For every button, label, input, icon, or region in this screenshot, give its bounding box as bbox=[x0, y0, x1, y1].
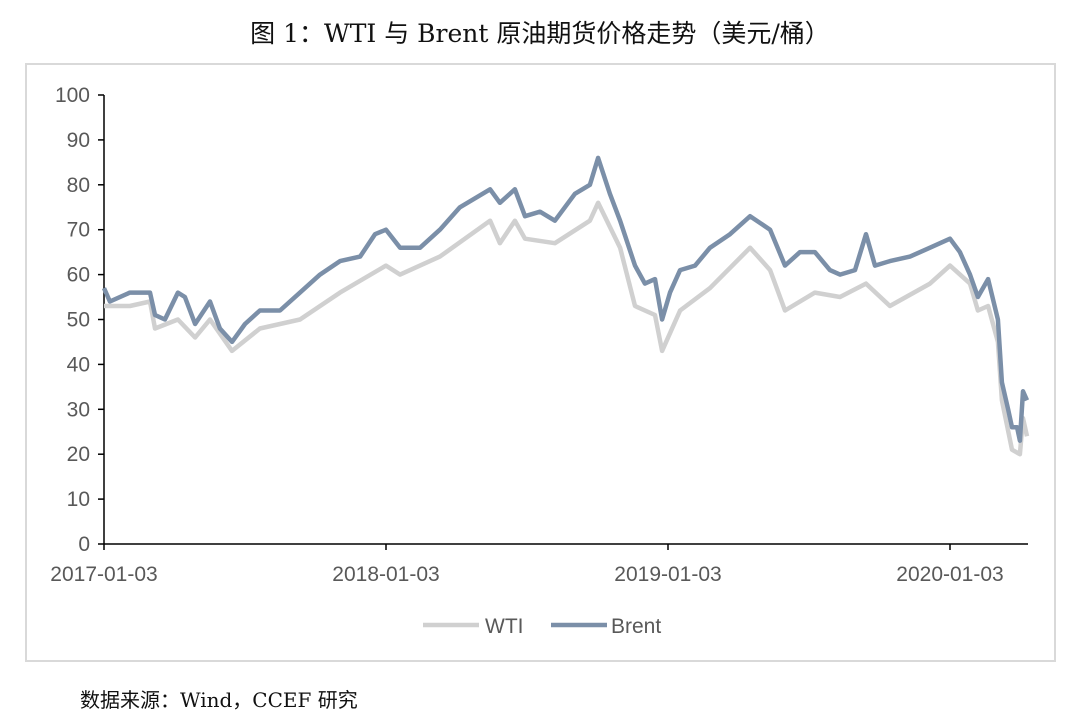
x-tick-label: 2018-01-03 bbox=[332, 563, 439, 586]
y-tick-label: 100 bbox=[55, 84, 90, 107]
x-tick-label: 2019-01-03 bbox=[614, 563, 721, 586]
chart-frame bbox=[25, 63, 1056, 662]
source-note: 数据来源：Wind，CCEF 研究 bbox=[80, 688, 358, 712]
y-tick-label: 30 bbox=[67, 398, 90, 421]
y-tick-label: 70 bbox=[67, 219, 90, 242]
x-tick-label: 2020-01-03 bbox=[896, 563, 1003, 586]
y-tick-label: 80 bbox=[67, 174, 90, 197]
x-tick-label: 2017-01-03 bbox=[50, 563, 157, 586]
chart-title: 图 1：WTI 与 Brent 原油期货价格走势（美元/桶） bbox=[250, 19, 830, 48]
y-tick-label: 0 bbox=[78, 533, 90, 556]
y-tick-label: 10 bbox=[67, 488, 90, 511]
series-line-wti bbox=[104, 200, 1030, 457]
legend-label-wti: WTI bbox=[485, 615, 523, 638]
y-tick-label: 40 bbox=[67, 353, 90, 376]
series-line-brent bbox=[101, 155, 1030, 443]
y-tick-label: 50 bbox=[67, 309, 90, 332]
y-tick-label: 90 bbox=[67, 129, 90, 152]
y-tick-label: 20 bbox=[67, 443, 90, 466]
y-tick-label: 60 bbox=[67, 264, 90, 287]
legend-label-brent: Brent bbox=[611, 615, 661, 638]
